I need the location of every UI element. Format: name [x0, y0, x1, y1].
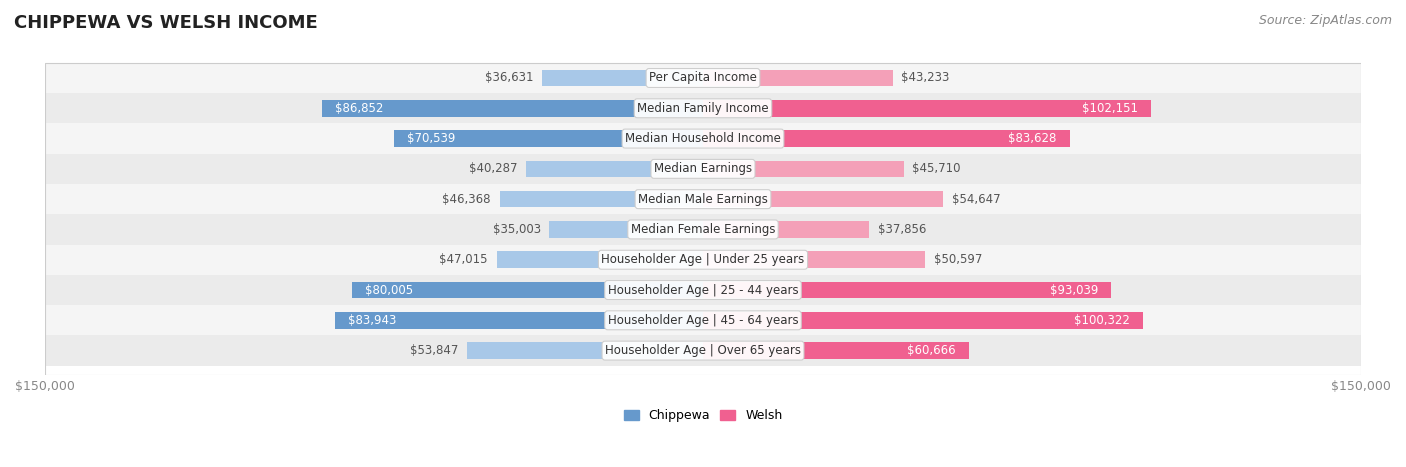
Text: $46,368: $46,368: [443, 193, 491, 205]
Text: $93,039: $93,039: [1050, 283, 1098, 297]
Text: $54,647: $54,647: [952, 193, 1000, 205]
Bar: [703, 221, 869, 238]
Bar: [703, 100, 1152, 117]
Bar: [526, 161, 703, 177]
Text: $35,003: $35,003: [492, 223, 541, 236]
Bar: [703, 282, 1111, 298]
Text: $53,847: $53,847: [409, 344, 458, 357]
Text: $100,322: $100,322: [1074, 314, 1130, 327]
Bar: [703, 312, 1143, 329]
Text: Householder Age | Over 65 years: Householder Age | Over 65 years: [605, 344, 801, 357]
Text: Householder Age | 25 - 44 years: Householder Age | 25 - 44 years: [607, 283, 799, 297]
Bar: [703, 191, 943, 207]
Text: Median Male Earnings: Median Male Earnings: [638, 193, 768, 205]
Bar: [322, 100, 703, 117]
Bar: [45, 305, 1361, 335]
Text: Median Female Earnings: Median Female Earnings: [631, 223, 775, 236]
Bar: [703, 342, 969, 359]
Legend: Chippewa, Welsh: Chippewa, Welsh: [619, 404, 787, 427]
Text: $47,015: $47,015: [440, 253, 488, 266]
Bar: [394, 130, 703, 147]
Bar: [45, 214, 1361, 245]
Bar: [543, 70, 703, 86]
Text: Householder Age | 45 - 64 years: Householder Age | 45 - 64 years: [607, 314, 799, 327]
Bar: [45, 63, 1361, 93]
Bar: [45, 245, 1361, 275]
Text: $83,628: $83,628: [1008, 132, 1057, 145]
Bar: [703, 251, 925, 268]
Text: Median Family Income: Median Family Income: [637, 102, 769, 115]
Bar: [499, 191, 703, 207]
Text: $102,151: $102,151: [1083, 102, 1137, 115]
Text: $37,856: $37,856: [877, 223, 927, 236]
Bar: [467, 342, 703, 359]
Bar: [335, 312, 703, 329]
Text: $80,005: $80,005: [366, 283, 413, 297]
Text: Householder Age | Under 25 years: Householder Age | Under 25 years: [602, 253, 804, 266]
Text: $43,233: $43,233: [901, 71, 950, 85]
Text: $60,666: $60,666: [907, 344, 956, 357]
Bar: [45, 335, 1361, 366]
Bar: [45, 275, 1361, 305]
Bar: [550, 221, 703, 238]
Bar: [703, 130, 1070, 147]
Text: $83,943: $83,943: [347, 314, 396, 327]
Bar: [352, 282, 703, 298]
Bar: [45, 123, 1361, 154]
Text: $40,287: $40,287: [470, 163, 517, 175]
Bar: [45, 154, 1361, 184]
Bar: [496, 251, 703, 268]
Text: CHIPPEWA VS WELSH INCOME: CHIPPEWA VS WELSH INCOME: [14, 14, 318, 32]
Text: $45,710: $45,710: [912, 163, 960, 175]
Text: $86,852: $86,852: [335, 102, 384, 115]
Bar: [45, 184, 1361, 214]
Bar: [45, 93, 1361, 123]
Text: $36,631: $36,631: [485, 71, 533, 85]
Text: $50,597: $50,597: [934, 253, 983, 266]
Bar: [703, 70, 893, 86]
Text: $70,539: $70,539: [406, 132, 456, 145]
Text: Source: ZipAtlas.com: Source: ZipAtlas.com: [1258, 14, 1392, 27]
Bar: [703, 161, 904, 177]
Text: Median Earnings: Median Earnings: [654, 163, 752, 175]
Text: Per Capita Income: Per Capita Income: [650, 71, 756, 85]
Text: Median Household Income: Median Household Income: [626, 132, 780, 145]
